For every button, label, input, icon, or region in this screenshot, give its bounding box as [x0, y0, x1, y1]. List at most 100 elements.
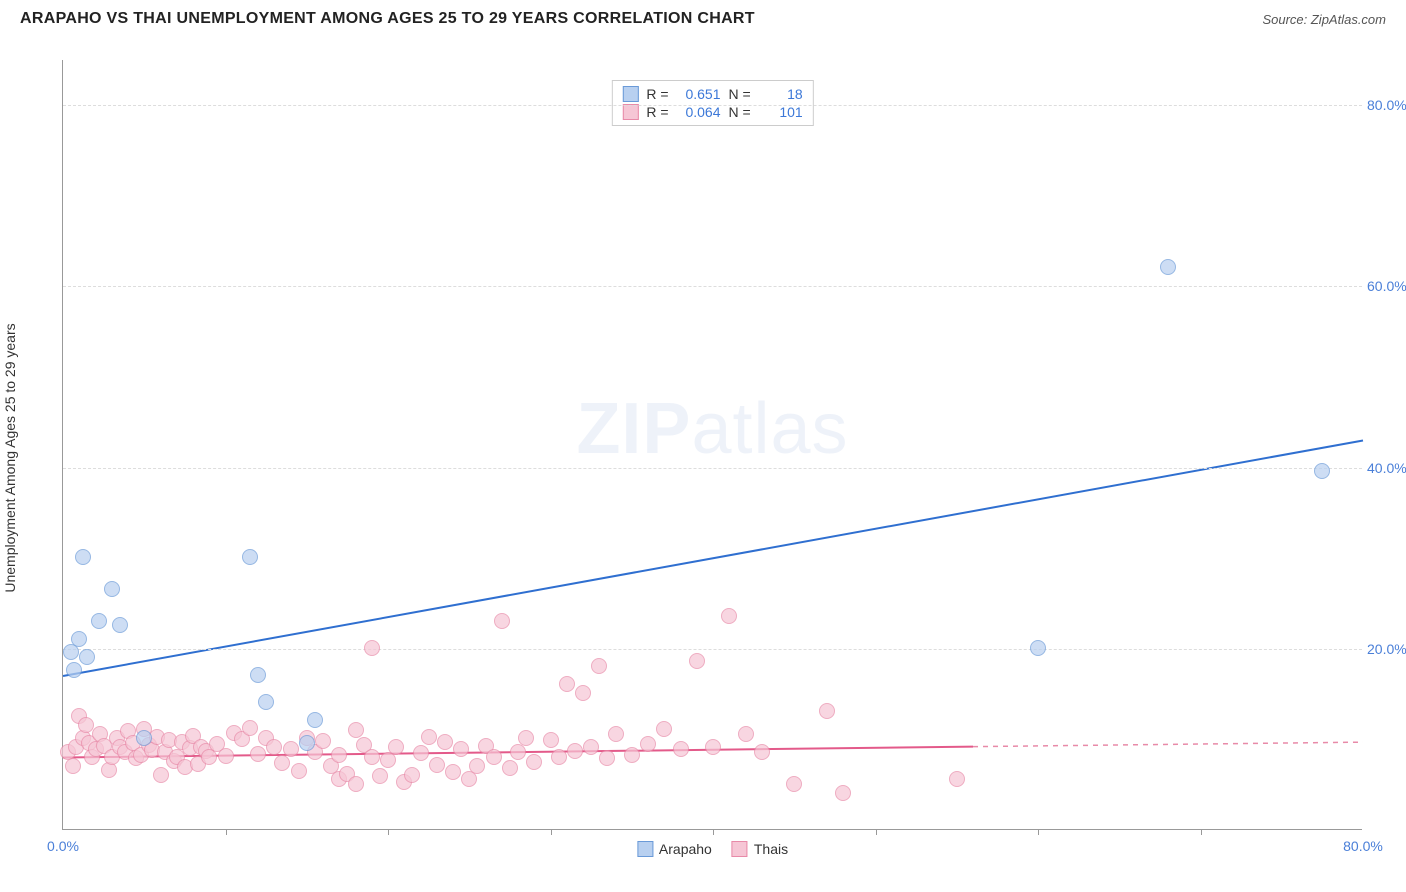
scatter-point [526, 754, 542, 770]
series-legend: Arapaho Thais [637, 841, 788, 857]
legend-swatch-icon [637, 841, 653, 857]
scatter-point [518, 730, 534, 746]
scatter-point [673, 741, 689, 757]
scatter-point [112, 617, 128, 633]
series-legend-label: Thais [754, 841, 788, 857]
watermark-atlas: atlas [691, 389, 848, 469]
scatter-point [583, 739, 599, 755]
scatter-point [461, 771, 477, 787]
series-legend-item: Arapaho [637, 841, 712, 857]
scatter-point [502, 760, 518, 776]
x-tick-label: 80.0% [1343, 838, 1383, 854]
scatter-point [640, 736, 656, 752]
chart-header: ARAPAHO VS THAI UNEMPLOYMENT AMONG AGES … [0, 0, 1406, 33]
scatter-point [1314, 463, 1330, 479]
scatter-point [104, 581, 120, 597]
x-tick-mark [1038, 829, 1039, 835]
scatter-point [591, 658, 607, 674]
scatter-point [575, 685, 591, 701]
scatter-point [101, 762, 117, 778]
gridline-horizontal [63, 105, 1362, 106]
scatter-point [819, 703, 835, 719]
scatter-point [331, 747, 347, 763]
legend-swatch-icon [732, 841, 748, 857]
scatter-point [599, 750, 615, 766]
scatter-point [153, 767, 169, 783]
scatter-point [689, 653, 705, 669]
scatter-point [469, 758, 485, 774]
scatter-point [79, 649, 95, 665]
gridline-horizontal [63, 649, 1362, 650]
watermark: ZIPatlas [576, 388, 848, 470]
scatter-point [315, 733, 331, 749]
stats-r-value: 0.064 [677, 104, 721, 120]
scatter-point [266, 739, 282, 755]
scatter-point [567, 743, 583, 759]
gridline-horizontal [63, 468, 1362, 469]
scatter-point [754, 744, 770, 760]
scatter-point [494, 613, 510, 629]
scatter-point [404, 767, 420, 783]
scatter-point [559, 676, 575, 692]
scatter-point [242, 720, 258, 736]
legend-swatch-icon [622, 86, 638, 102]
stats-r-label: R = [646, 86, 668, 102]
scatter-point [608, 726, 624, 742]
scatter-point [250, 746, 266, 762]
scatter-point [445, 764, 461, 780]
scatter-point [63, 644, 79, 660]
scatter-point [65, 758, 81, 774]
scatter-point [364, 749, 380, 765]
series-legend-label: Arapaho [659, 841, 712, 857]
gridline-horizontal [63, 286, 1362, 287]
watermark-zip: ZIP [576, 389, 691, 469]
x-tick-mark [876, 829, 877, 835]
chart-container: Unemployment Among Ages 25 to 29 years Z… [20, 40, 1386, 860]
x-tick-mark [1201, 829, 1202, 835]
scatter-point [429, 757, 445, 773]
stats-r-value: 0.651 [677, 86, 721, 102]
scatter-point [738, 726, 754, 742]
scatter-point [543, 732, 559, 748]
scatter-point [510, 744, 526, 760]
stats-legend-row: R = 0.651 N = 18 [622, 85, 802, 103]
scatter-point [624, 747, 640, 763]
x-tick-mark [388, 829, 389, 835]
scatter-point [218, 748, 234, 764]
x-tick-mark [713, 829, 714, 835]
scatter-point [388, 739, 404, 755]
y-axis-label: Unemployment Among Ages 25 to 29 years [2, 323, 18, 592]
scatter-point [786, 776, 802, 792]
scatter-point [291, 763, 307, 779]
source-attribution: Source: ZipAtlas.com [1262, 12, 1386, 27]
scatter-point [421, 729, 437, 745]
trendline [63, 440, 1363, 676]
scatter-point [299, 735, 315, 751]
scatter-point [283, 741, 299, 757]
scatter-point [1160, 259, 1176, 275]
scatter-point [348, 776, 364, 792]
stats-n-value: 18 [759, 86, 803, 102]
scatter-point [307, 712, 323, 728]
plot-area: ZIPatlas R = 0.651 N = 18 R = 0.064 N = … [62, 60, 1362, 830]
scatter-point [437, 734, 453, 750]
scatter-point [348, 722, 364, 738]
source-prefix: Source: [1262, 12, 1310, 27]
scatter-point [71, 631, 87, 647]
y-tick-label: 60.0% [1367, 278, 1406, 294]
scatter-point [75, 549, 91, 565]
scatter-point [274, 755, 290, 771]
source-name: ZipAtlas.com [1311, 12, 1386, 27]
stats-n-value: 101 [759, 104, 803, 120]
series-legend-item: Thais [732, 841, 788, 857]
scatter-point [413, 745, 429, 761]
scatter-point [136, 730, 152, 746]
scatter-point [372, 768, 388, 784]
scatter-point [705, 739, 721, 755]
scatter-point [721, 608, 737, 624]
scatter-point [91, 613, 107, 629]
y-tick-label: 20.0% [1367, 641, 1406, 657]
trendline [973, 742, 1363, 747]
scatter-point [949, 771, 965, 787]
scatter-point [453, 741, 469, 757]
